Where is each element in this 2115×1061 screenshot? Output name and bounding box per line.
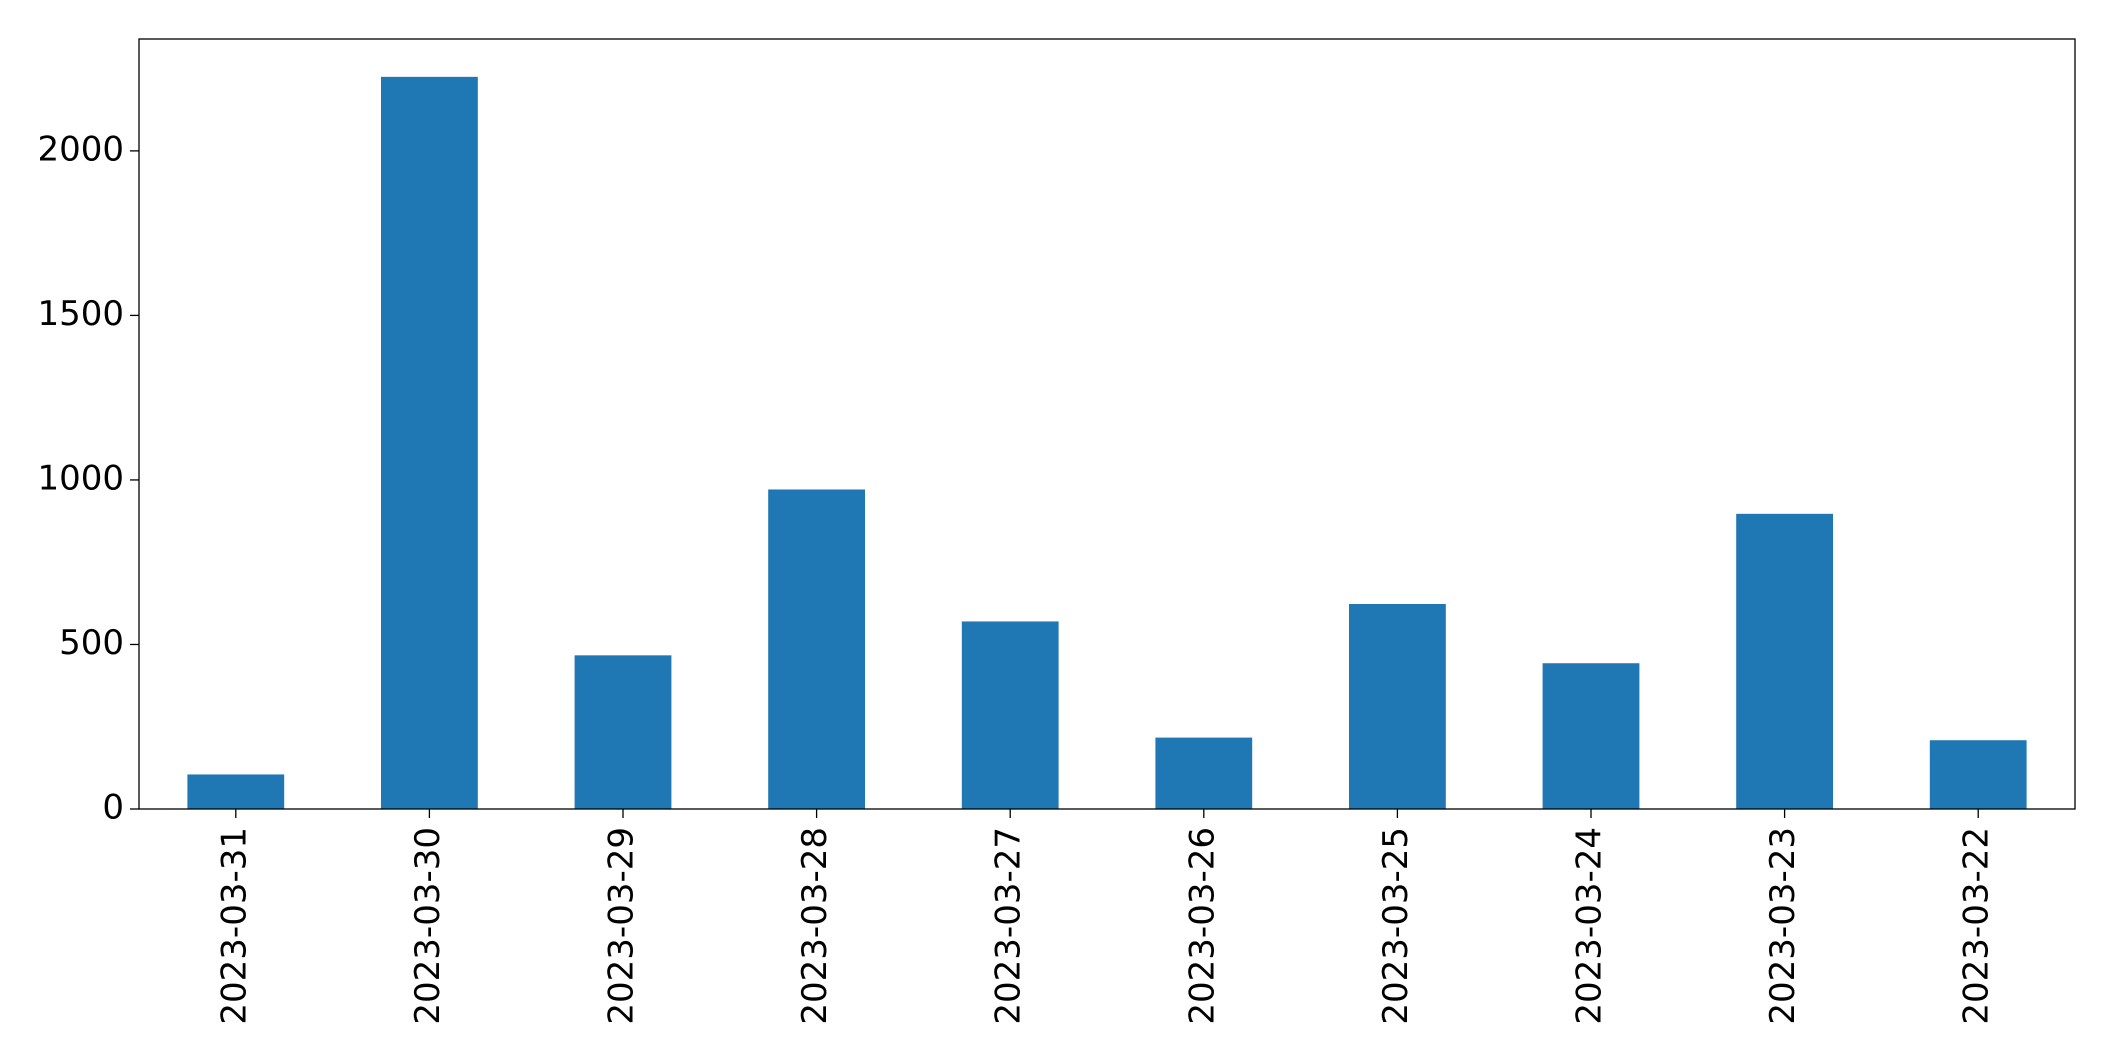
x-tick-label: 2023-03-28: [795, 827, 835, 1025]
bar: [1542, 663, 1640, 809]
y-tick-label: 2000: [37, 129, 124, 169]
bar: [187, 774, 285, 809]
x-tick-label: 2023-03-27: [989, 827, 1029, 1025]
bar: [1349, 603, 1446, 809]
x-tick-label: 2023-03-30: [408, 827, 448, 1025]
x-tick-label: 2023-03-25: [1376, 827, 1416, 1025]
x-tick-label: 2023-03-23: [1763, 827, 1803, 1025]
y-tick-label: 500: [59, 623, 124, 663]
x-tick-label: 2023-03-22: [1957, 827, 1997, 1025]
bar: [574, 655, 672, 809]
bar: [381, 76, 478, 810]
bar: [1155, 737, 1253, 809]
x-tick-label: 2023-03-26: [1182, 827, 1222, 1025]
bar: [768, 489, 865, 809]
bar: [1929, 740, 2027, 809]
x-tick-label: 2023-03-29: [602, 827, 642, 1025]
plot-frame: [138, 38, 2076, 810]
y-tick-label: 1500: [37, 294, 124, 334]
bar: [961, 621, 1059, 809]
x-tick-label: 2023-03-24: [1570, 827, 1610, 1025]
y-tick-label: 0: [102, 788, 124, 828]
bar: [1736, 513, 1833, 809]
x-tick-label: 2023-03-31: [214, 827, 254, 1025]
y-tick-label: 1000: [37, 458, 124, 498]
